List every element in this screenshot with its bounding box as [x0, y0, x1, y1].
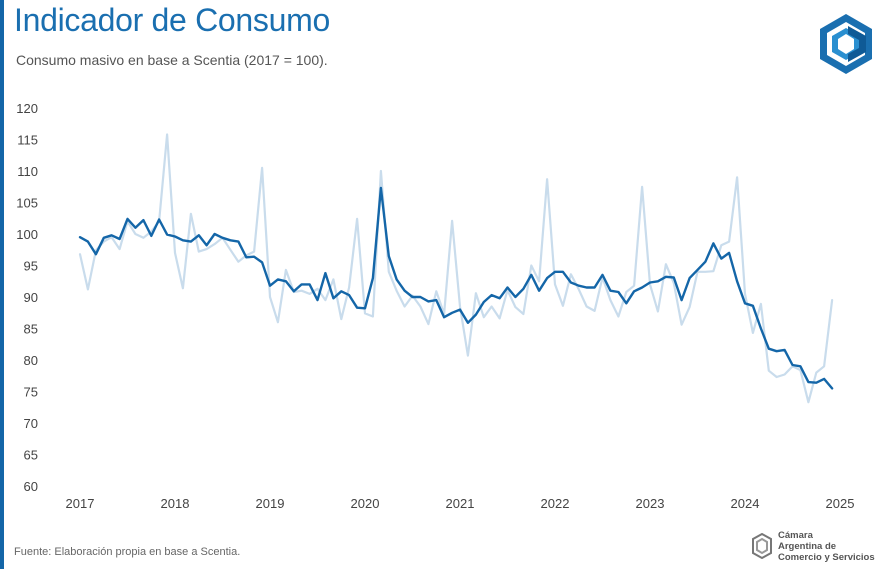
- y-tick-label: 120: [16, 101, 38, 116]
- x-tick-label: 2022: [541, 496, 570, 511]
- organization-logo: Cámara Argentina de Comercio y Servicios: [752, 530, 882, 566]
- series-line-trend: [78, 186, 834, 390]
- series-layer: [78, 133, 834, 404]
- x-tick-label: 2017: [66, 496, 95, 511]
- y-tick-label: 90: [24, 290, 38, 305]
- organization-name: Cámara Argentina de Comercio y Servicios: [778, 530, 875, 563]
- y-tick-label: 80: [24, 353, 38, 368]
- x-tick-label: 2018: [161, 496, 190, 511]
- cac-logo-icon: [752, 533, 772, 559]
- org-name-line3: Comercio y Servicios: [778, 552, 875, 563]
- y-tick-label: 85: [24, 322, 38, 337]
- y-tick-label: 70: [24, 416, 38, 431]
- y-tick-label: 100: [16, 227, 38, 242]
- org-name-line1: Cámara: [778, 530, 813, 541]
- y-tick-label: 75: [24, 385, 38, 400]
- org-name-line2: Argentina de: [778, 541, 837, 552]
- x-tick-label: 2024: [731, 496, 760, 511]
- x-axis: 2017 2018 2019 2020 2021 2022 2023 2024 2025: [66, 496, 855, 511]
- y-axis: 60 65 70 75 80 85 90 95 100 105 110 115 120: [16, 101, 38, 494]
- source-note: Fuente: Elaboración propia en base a Sce…: [14, 546, 241, 558]
- x-tick-label: 2020: [351, 496, 380, 511]
- y-tick-label: 110: [17, 164, 38, 179]
- x-tick-label: 2025: [826, 496, 855, 511]
- x-tick-label: 2021: [446, 496, 475, 511]
- y-tick-label: 60: [24, 479, 38, 494]
- y-tick-label: 115: [17, 133, 38, 148]
- x-tick-label: 2019: [256, 496, 285, 511]
- y-tick-label: 105: [16, 196, 38, 211]
- y-tick-label: 95: [24, 259, 38, 274]
- series-line-raw: [78, 133, 834, 404]
- brand-logo-icon: [820, 14, 872, 74]
- y-tick-label: 65: [24, 448, 38, 463]
- page-subtitle: Consumo masivo en base a Scentia (2017 =…: [16, 52, 328, 68]
- page-title: Indicador de Consumo: [14, 2, 330, 38]
- x-tick-label: 2023: [636, 496, 665, 511]
- left-accent-bar: [0, 0, 4, 569]
